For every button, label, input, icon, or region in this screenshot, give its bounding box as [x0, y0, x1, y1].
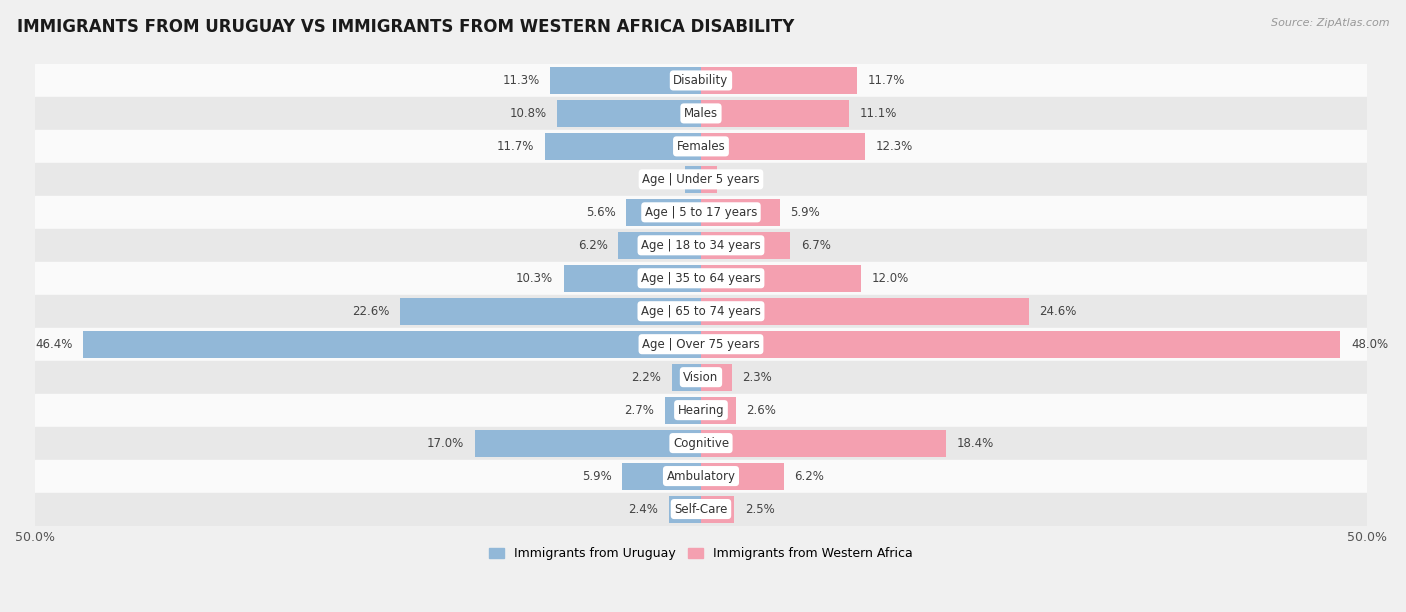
Bar	[35, 493, 1367, 526]
Bar	[702, 100, 849, 127]
Bar	[702, 199, 779, 226]
Text: 46.4%: 46.4%	[35, 338, 72, 351]
Bar	[35, 295, 1367, 327]
Text: 2.2%: 2.2%	[631, 371, 661, 384]
Text: 5.9%: 5.9%	[582, 469, 612, 483]
Text: Cognitive: Cognitive	[673, 436, 730, 450]
Bar	[702, 496, 734, 523]
Text: 17.0%: 17.0%	[426, 436, 464, 450]
Text: 11.7%: 11.7%	[868, 74, 905, 87]
Text: Age | 18 to 34 years: Age | 18 to 34 years	[641, 239, 761, 252]
Bar	[702, 133, 865, 160]
Bar	[546, 133, 702, 160]
Bar	[665, 397, 702, 424]
Text: Females: Females	[676, 140, 725, 153]
Text: 2.4%: 2.4%	[628, 502, 658, 515]
Bar	[702, 232, 790, 259]
Bar	[35, 460, 1367, 493]
Bar	[475, 430, 702, 457]
Bar	[557, 100, 702, 127]
Bar	[35, 394, 1367, 427]
Bar	[35, 262, 1367, 295]
Text: 18.4%: 18.4%	[956, 436, 994, 450]
Bar	[551, 67, 702, 94]
Text: 24.6%: 24.6%	[1039, 305, 1077, 318]
Legend: Immigrants from Uruguay, Immigrants from Western Africa: Immigrants from Uruguay, Immigrants from…	[484, 542, 918, 565]
Text: Vision: Vision	[683, 371, 718, 384]
Bar	[35, 229, 1367, 262]
Bar	[702, 67, 856, 94]
Text: Age | Under 5 years: Age | Under 5 years	[643, 173, 759, 186]
Text: IMMIGRANTS FROM URUGUAY VS IMMIGRANTS FROM WESTERN AFRICA DISABILITY: IMMIGRANTS FROM URUGUAY VS IMMIGRANTS FR…	[17, 18, 794, 36]
Bar	[35, 360, 1367, 394]
Text: Age | 65 to 74 years: Age | 65 to 74 years	[641, 305, 761, 318]
Bar	[669, 496, 702, 523]
Text: 48.0%: 48.0%	[1351, 338, 1388, 351]
Text: 2.5%: 2.5%	[745, 502, 775, 515]
Text: 11.1%: 11.1%	[859, 107, 897, 120]
Text: Hearing: Hearing	[678, 404, 724, 417]
Bar	[619, 232, 702, 259]
Bar	[35, 427, 1367, 460]
Bar	[702, 330, 1340, 357]
Text: Source: ZipAtlas.com: Source: ZipAtlas.com	[1271, 18, 1389, 28]
Bar	[702, 397, 735, 424]
Text: 12.0%: 12.0%	[872, 272, 908, 285]
Text: Males: Males	[683, 107, 718, 120]
Bar	[35, 130, 1367, 163]
Text: Disability: Disability	[673, 74, 728, 87]
Bar	[672, 364, 702, 390]
Bar	[35, 327, 1367, 360]
Bar	[35, 196, 1367, 229]
Bar	[83, 330, 702, 357]
Bar	[35, 97, 1367, 130]
Text: 11.3%: 11.3%	[502, 74, 540, 87]
Bar	[399, 297, 702, 325]
Text: 6.2%: 6.2%	[794, 469, 824, 483]
Text: 1.2%: 1.2%	[644, 173, 675, 186]
Bar	[685, 166, 702, 193]
Bar	[702, 430, 946, 457]
Bar	[702, 297, 1029, 325]
Bar	[35, 64, 1367, 97]
Text: 12.3%: 12.3%	[876, 140, 912, 153]
Text: Ambulatory: Ambulatory	[666, 469, 735, 483]
Bar	[702, 166, 717, 193]
Text: 6.2%: 6.2%	[578, 239, 607, 252]
Text: Age | Over 75 years: Age | Over 75 years	[643, 338, 759, 351]
Bar	[35, 163, 1367, 196]
Bar	[702, 265, 860, 292]
Bar	[564, 265, 702, 292]
Text: Self-Care: Self-Care	[675, 502, 728, 515]
Bar	[627, 199, 702, 226]
Text: Age | 5 to 17 years: Age | 5 to 17 years	[645, 206, 758, 219]
Bar	[702, 364, 731, 390]
Text: 2.3%: 2.3%	[742, 371, 772, 384]
Text: 5.6%: 5.6%	[586, 206, 616, 219]
Text: 10.8%: 10.8%	[509, 107, 547, 120]
Text: Age | 35 to 64 years: Age | 35 to 64 years	[641, 272, 761, 285]
Text: 5.9%: 5.9%	[790, 206, 820, 219]
Text: 1.2%: 1.2%	[728, 173, 758, 186]
Bar	[623, 463, 702, 490]
Text: 22.6%: 22.6%	[352, 305, 389, 318]
Text: 10.3%: 10.3%	[516, 272, 553, 285]
Bar	[702, 463, 783, 490]
Text: 2.6%: 2.6%	[747, 404, 776, 417]
Text: 11.7%: 11.7%	[498, 140, 534, 153]
Text: 2.7%: 2.7%	[624, 404, 654, 417]
Text: 6.7%: 6.7%	[801, 239, 831, 252]
